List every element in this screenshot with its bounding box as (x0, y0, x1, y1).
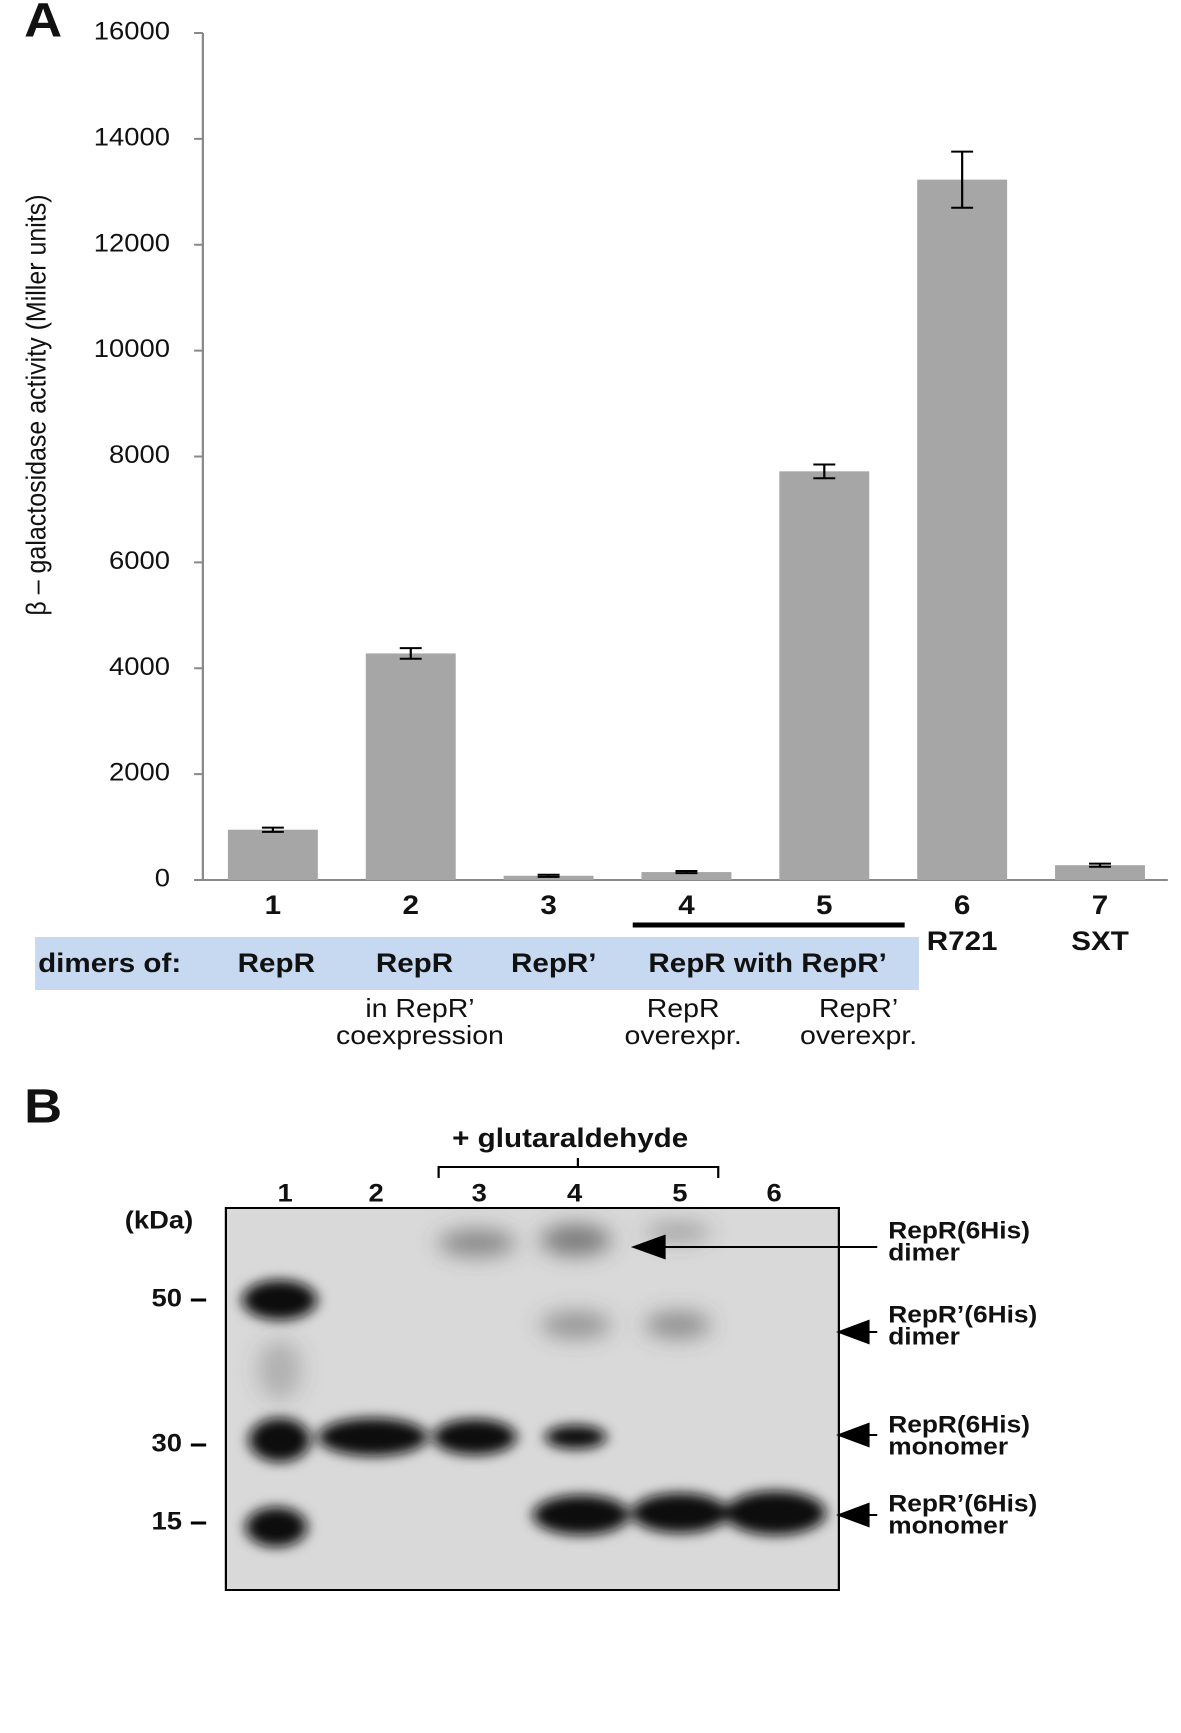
bar (227, 829, 318, 880)
row-band (35, 937, 919, 990)
lane-label: 4 (567, 1179, 583, 1208)
bar (779, 471, 870, 880)
error-bar (1089, 862, 1111, 868)
marker-label: 50 (152, 1284, 182, 1313)
marker-label: 30 (152, 1429, 182, 1458)
arrows (630, 1234, 878, 1528)
y-tick-label: 0 (155, 864, 170, 893)
x-sublabel: SXT (1071, 926, 1129, 956)
unit-label: (kDa) (125, 1206, 194, 1235)
bar (641, 872, 732, 880)
panel-label: A (24, 0, 62, 47)
gel-labels: 1 2 3 4 5 6503015RepR(6His)dimerRepR’(6His)di… (152, 1179, 1038, 1539)
band-label: RepR’(6His) (888, 1301, 1037, 1328)
row-item: RepR’ (511, 948, 597, 978)
y-axis-label: β – galactosidase activity (Miller units… (21, 194, 52, 615)
x-sublabel: R721 (927, 926, 998, 956)
gel-image (224, 1207, 840, 1591)
x-tick-label: 7 (1092, 890, 1108, 920)
bands (242, 1280, 826, 1547)
note: coexpression (336, 1020, 504, 1050)
x-tick-label: 3 (540, 890, 556, 920)
note: in RepR’ (365, 993, 474, 1023)
error-bar (951, 150, 974, 209)
x-tick-label: 5 (816, 890, 832, 920)
row-label: dimers of: (38, 948, 181, 978)
band-label: monomer (888, 1512, 1008, 1539)
treatment-label: + glutaraldehyde (452, 1123, 688, 1153)
x-tick-label: 1 (265, 890, 281, 920)
bar (917, 179, 1008, 881)
error-bar (675, 870, 698, 875)
lane-label: 6 (767, 1179, 782, 1208)
x-tick-label: 4 (678, 890, 695, 920)
y-tick-label: 12000 (94, 228, 170, 257)
y-tick-label: 14000 (94, 123, 170, 152)
chart: 0 2000 4000 6000 8000 10000 12000 14000 16000 1 2 3… (38, 17, 1168, 1050)
marker-label: 15 (152, 1507, 182, 1536)
lane-label: 5 (672, 1179, 687, 1208)
bar (503, 875, 594, 880)
band-label: dimer (888, 1239, 960, 1266)
y-tick-label: 4000 (109, 652, 170, 681)
lane-label: 3 (472, 1179, 487, 1208)
panel-label: B (24, 1079, 62, 1133)
band-label: RepR(6His) (888, 1217, 1030, 1244)
note: RepR’ (819, 993, 898, 1023)
band-label: monomer (888, 1433, 1008, 1460)
note: overexpr. (625, 1020, 742, 1050)
bar (1055, 865, 1145, 880)
y-tick-label: 2000 (109, 758, 170, 787)
band-label: RepR(6His) (888, 1411, 1030, 1438)
row-item: RepR (376, 948, 453, 978)
lane-label: 2 (368, 1179, 383, 1208)
row-item: RepR with RepR’ (648, 948, 886, 978)
y-tick-label: 10000 (94, 334, 170, 363)
band-label: RepR’(6His) (888, 1490, 1037, 1517)
note: overexpr. (800, 1020, 917, 1050)
bar (365, 653, 456, 880)
row-item: RepR (238, 948, 315, 978)
error-bar (813, 463, 836, 480)
error-bar (261, 826, 284, 833)
y-tick-label: 8000 (109, 440, 170, 469)
error-bar (537, 873, 560, 878)
x-tick-label: 2 (403, 890, 419, 920)
y-tick-label: 6000 (109, 546, 170, 575)
y-tick-label: 16000 (94, 17, 170, 46)
bracket (437, 1158, 720, 1178)
lane-label: 1 (277, 1179, 292, 1208)
faint-bands (257, 1222, 711, 1400)
error-bar (399, 647, 422, 660)
band-label: dimer (888, 1323, 960, 1350)
x-tick-label: 6 (954, 890, 970, 920)
note: RepR (647, 993, 720, 1023)
